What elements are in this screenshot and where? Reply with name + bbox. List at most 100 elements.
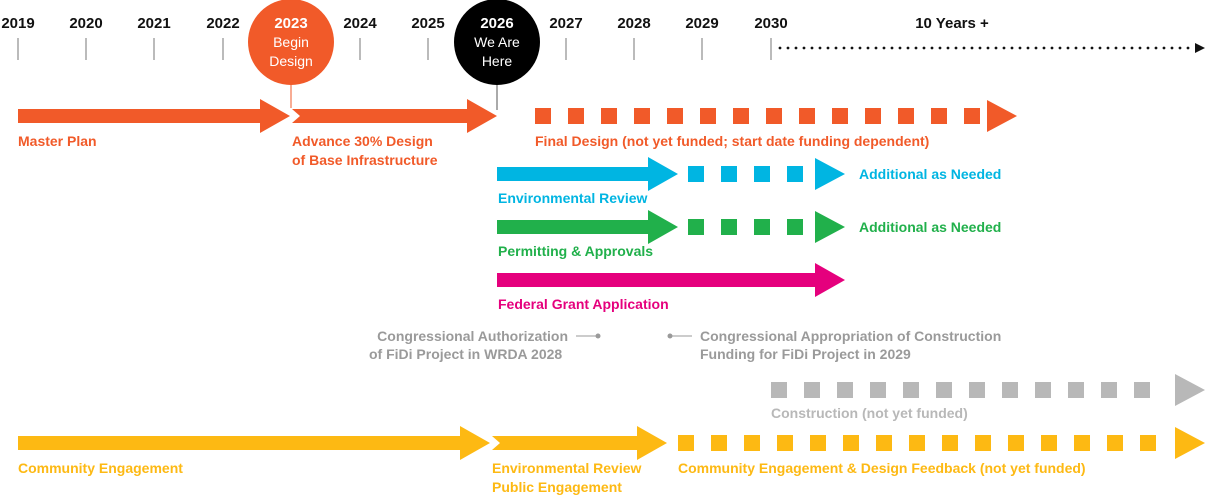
dash-segment: [804, 382, 820, 398]
dot: [882, 46, 886, 50]
dash-segment: [865, 108, 881, 124]
dot: [810, 46, 814, 50]
dash-segment: [1008, 435, 1024, 451]
dash-segment: [1101, 382, 1117, 398]
arrowhead-icon: [815, 211, 845, 243]
dot: [1002, 46, 1006, 50]
dot: [1042, 46, 1046, 50]
dot: [1186, 46, 1190, 50]
dash-segment: [787, 219, 803, 235]
dot: [1122, 46, 1126, 50]
community-feedback-label: Community Engagement & Design Feedback (…: [678, 460, 1086, 476]
beyond-label: 10 Years +: [915, 15, 989, 32]
dash-segment: [771, 382, 787, 398]
svg-text:2026: 2026: [480, 15, 513, 32]
advance-design-arrow: [292, 99, 497, 133]
dot: [922, 46, 926, 50]
dash-segment: [535, 108, 551, 124]
dash-segment: [969, 382, 985, 398]
dash-segment: [688, 166, 704, 182]
dot: [1010, 46, 1014, 50]
authorization-connector: [576, 333, 601, 339]
svg-text:We Are: We Are: [474, 34, 520, 50]
env-public-label-1: Environmental Review: [492, 460, 641, 476]
dash-segment: [898, 108, 914, 124]
dash-segment: [1134, 382, 1150, 398]
dot: [946, 46, 950, 50]
dot: [1170, 46, 1174, 50]
environmental-additional-label: Additional as Needed: [859, 166, 1001, 182]
dot: [1154, 46, 1158, 50]
dot: [818, 46, 822, 50]
community-engagement-arrow: [18, 426, 490, 460]
dot: [1114, 46, 1118, 50]
dot: [866, 46, 870, 50]
dot: [970, 46, 974, 50]
final-design-label: Final Design (not yet funded; start date…: [535, 133, 929, 149]
dash-segment: [1140, 435, 1156, 451]
authorization-label-2: of FiDi Project in WRDA 2028: [369, 346, 562, 362]
dot: [1178, 46, 1182, 50]
dash-segment: [700, 108, 716, 124]
dash-segment: [1068, 382, 1084, 398]
dot: [858, 46, 862, 50]
dot: [850, 46, 854, 50]
dash-segment: [931, 108, 947, 124]
dash-segment: [678, 435, 694, 451]
community-engagement-label: Community Engagement: [18, 460, 183, 476]
dot: [906, 46, 910, 50]
dot: [954, 46, 958, 50]
svg-text:Begin: Begin: [273, 34, 309, 50]
arrowhead-icon: [1195, 43, 1205, 53]
env-public-label-2: Public Engagement: [492, 479, 622, 495]
arrowhead-icon: [1175, 374, 1205, 406]
dash-segment: [936, 382, 952, 398]
dash-segment: [799, 108, 815, 124]
dash-segment: [733, 108, 749, 124]
federal-grant-label: Federal Grant Application: [498, 296, 669, 312]
dot: [914, 46, 918, 50]
environmental-additional-arrow: [688, 158, 845, 190]
beyond-dotted-arrow: [778, 43, 1205, 53]
dot: [898, 46, 902, 50]
dash-segment: [1035, 382, 1051, 398]
env-public-arrow: [492, 426, 667, 460]
dash-segment: [870, 382, 886, 398]
year-label-2022: 2022: [206, 15, 239, 32]
permitting-additional-label: Additional as Needed: [859, 219, 1001, 235]
year-label-2025: 2025: [411, 15, 444, 32]
dash-segment: [1074, 435, 1090, 451]
dash-segment: [568, 108, 584, 124]
dot: [826, 46, 830, 50]
dash-segment: [721, 219, 737, 235]
dash-segment: [810, 435, 826, 451]
construction-arrow: [771, 374, 1205, 406]
year-axis: 2019 2020 2021 2022 2024 2025 2027 2028 2029 2030: [1, 15, 788, 60]
dash-segment: [1041, 435, 1057, 451]
appropriation-connector: [667, 333, 692, 339]
dash-segment: [787, 166, 803, 182]
appropriation-label-2: Funding for FiDi Project in 2029: [700, 346, 911, 362]
dot: [794, 46, 798, 50]
dash-segment: [634, 108, 650, 124]
dash-segment: [744, 435, 760, 451]
dot: [994, 46, 998, 50]
dash-segment: [909, 435, 925, 451]
dot: [842, 46, 846, 50]
dash-segment: [837, 382, 853, 398]
community-feedback-arrow: [678, 427, 1205, 459]
svg-text:Here: Here: [482, 53, 513, 69]
dot: [786, 46, 790, 50]
dash-segment: [754, 219, 770, 235]
dash-segment: [777, 435, 793, 451]
dot: [978, 46, 982, 50]
dot: [986, 46, 990, 50]
permitting-arrow: [497, 210, 678, 244]
dash-segment: [667, 108, 683, 124]
federal-grant-arrow: [497, 263, 845, 297]
year-label-2020: 2020: [69, 15, 102, 32]
dash-segment: [832, 108, 848, 124]
dot: [1018, 46, 1022, 50]
milestone-2023-begin-design: 2023 Begin Design: [248, 0, 334, 85]
